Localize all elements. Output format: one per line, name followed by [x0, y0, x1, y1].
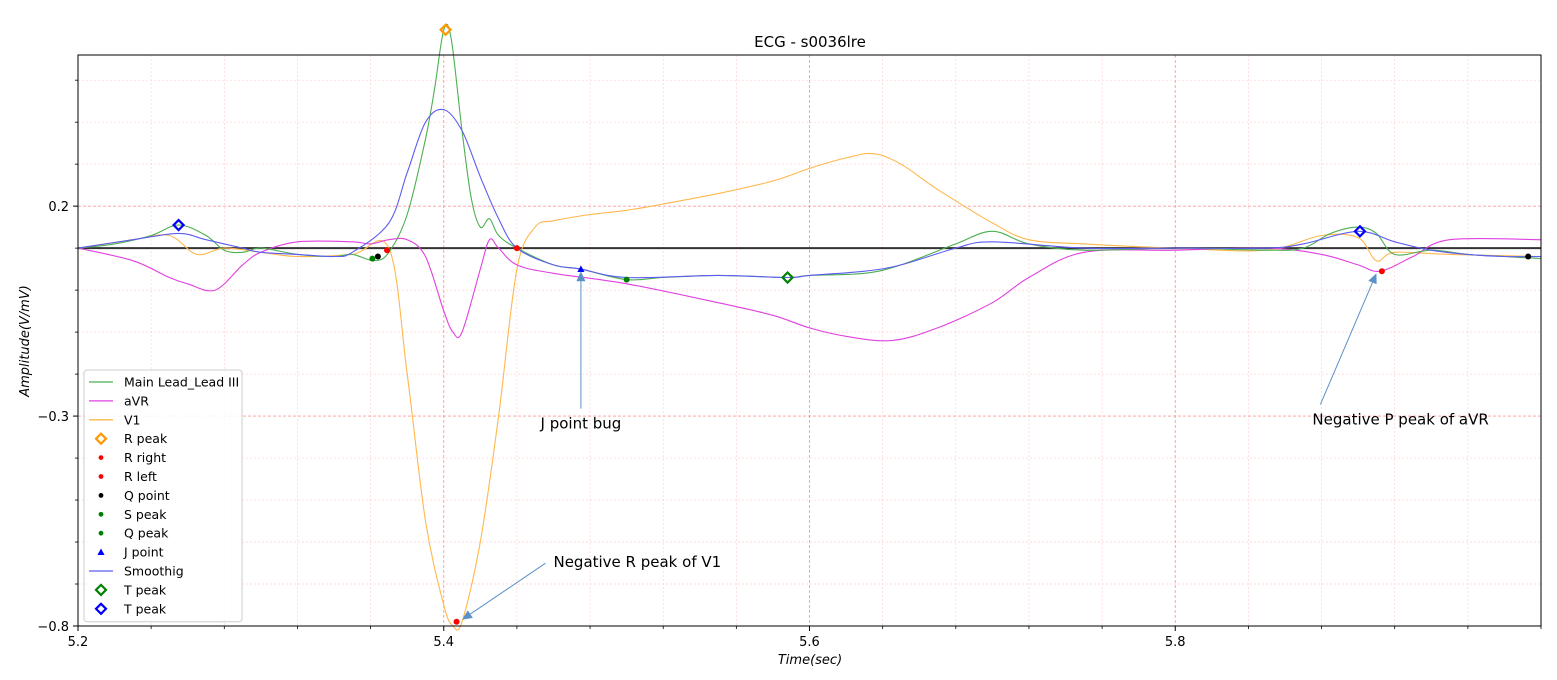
y-tick-label: 0.2 [48, 200, 69, 215]
legend-label: Main Lead_Lead III [124, 375, 239, 390]
legend-label: R left [124, 469, 157, 484]
annotations: J point bug Negative R peak of V1 Negative… [462, 271, 1489, 620]
x-tick-label: 5.6 [799, 635, 820, 650]
legend-label: S peak [124, 507, 167, 522]
annotation-text: J point bug [540, 415, 622, 433]
annotation-arrow-head [462, 610, 473, 620]
marker-diamond-open-7 [780, 270, 795, 285]
legend-swatch-dot [98, 455, 104, 460]
marker-dot-2 [513, 245, 520, 252]
annotation-text: Negative P peak of aVR [1312, 410, 1488, 428]
marker-dot-3 [1525, 253, 1532, 260]
markers [172, 23, 1532, 625]
legend-label: Q point [124, 488, 170, 503]
legend-swatch-dot [98, 530, 104, 536]
legend-label: J point [123, 545, 164, 560]
annotation-arrow-head [1368, 273, 1377, 285]
annotation-arrow-head [576, 271, 586, 282]
legend-label: T peak [123, 582, 167, 597]
annotation-text: Negative R peak of V1 [553, 553, 721, 571]
y-tick-label: −0.3 [37, 410, 69, 425]
axis-ticks: 5.2 5.4 5.6 5.8 −0.8 −0.3 0.2 [37, 79, 1542, 650]
marker-dot-2 [384, 247, 391, 254]
legend-swatch-diamond-open [94, 583, 108, 597]
marker-dot-1 [1378, 268, 1385, 275]
marker-triangle-6 [577, 265, 585, 273]
legend-label: R right [124, 450, 166, 465]
marker-diamond-open-8 [1353, 224, 1367, 238]
x-tick-label: 5.8 [1165, 635, 1186, 650]
legend-swatch-dot [98, 511, 104, 517]
legend-swatch-diamond-open [94, 432, 108, 446]
chart-title: ECG - s0036lre [754, 33, 866, 51]
legend-swatch-triangle [97, 548, 105, 555]
legend-label: R peak [124, 431, 168, 446]
annotation-arrow-line [470, 562, 546, 615]
marker-diamond-open-0 [439, 23, 453, 37]
legend-label: T peak [123, 601, 167, 616]
grid [77, 55, 1542, 627]
series-lines [77, 23, 1542, 631]
marker-dot-5 [369, 255, 376, 262]
legend-box [83, 369, 243, 623]
legend-label: Smoothig [124, 564, 184, 579]
marker-dot-4 [623, 276, 630, 283]
marker-dot-3 [374, 253, 381, 260]
y-tick-label: −0.8 [37, 620, 69, 635]
x-tick-label: 5.2 [68, 635, 89, 650]
legend: Main Lead_Lead III aVR V1 R peak R right R le… [83, 369, 243, 623]
marker-diamond-open-8 [172, 218, 186, 232]
legend-label: aVR [124, 393, 149, 408]
y-axis-label: Amplitude(V/mV) [18, 285, 33, 398]
annotation-arrow-line [1319, 282, 1373, 405]
legend-swatch-dot [98, 474, 104, 479]
marker-dot-1 [453, 618, 460, 625]
x-axis-label: Time(sec) [778, 653, 842, 668]
series-line-3 [77, 108, 1542, 279]
legend-label: Q peak [124, 526, 169, 541]
legend-swatch-dot [98, 493, 104, 498]
legend-swatch-diamond-open [94, 602, 108, 616]
legend-label: V1 [124, 412, 141, 427]
x-tick-label: 5.4 [433, 635, 454, 650]
